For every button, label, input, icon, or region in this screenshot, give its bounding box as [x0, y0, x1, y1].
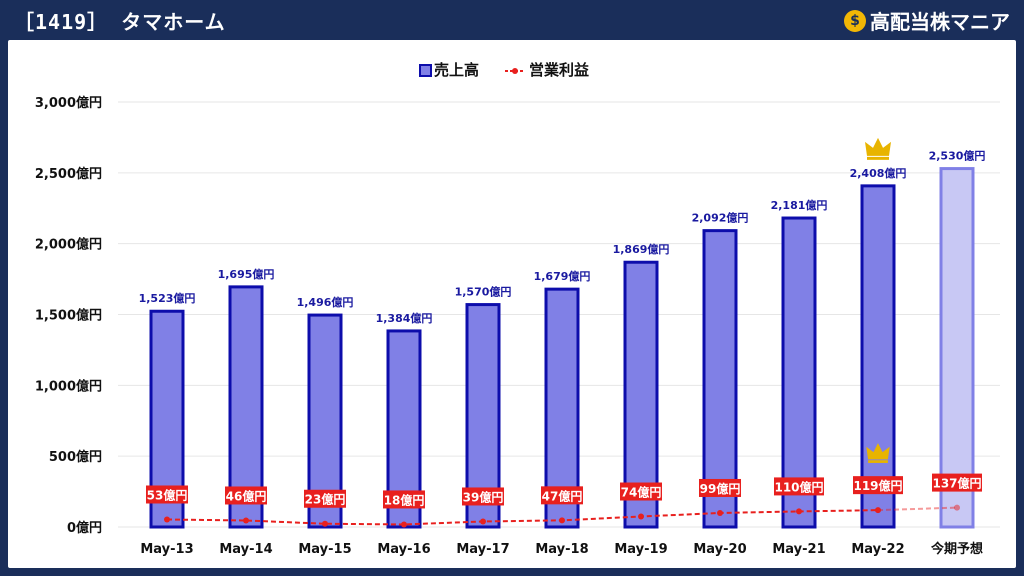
bar-value-label: 1,679億円 [534, 269, 591, 283]
line-value-label: 39億円 [463, 489, 504, 504]
line-label-box [541, 486, 583, 505]
bar-value-label: 2,181億円 [771, 198, 828, 212]
y-tick-label: 1,000億円 [35, 378, 102, 394]
line-label-box [304, 489, 346, 508]
bar [939, 167, 975, 529]
x-tick-label: May-20 [693, 542, 746, 557]
line-label-box [699, 478, 741, 497]
x-tick-label: May-16 [377, 542, 430, 557]
line-point [480, 518, 486, 525]
crown-icon-base [867, 156, 889, 160]
bar-value-label: 1,523億円 [139, 291, 196, 305]
line-value-label: 74億円 [621, 485, 662, 500]
line-label-box [774, 477, 824, 496]
bar [781, 216, 817, 529]
brand: $ 高配当株マニア [844, 6, 1010, 35]
line-point [164, 516, 170, 523]
line-point [322, 520, 328, 527]
line-label-box [225, 486, 267, 505]
bar-value-label: 1,695億円 [218, 267, 275, 281]
y-tick-label: 3,000億円 [35, 95, 102, 111]
y-tick-label: 0億円 [67, 520, 102, 536]
page-title: ［1419］ タマホーム [14, 10, 226, 34]
operating-profit-line [166, 509, 879, 526]
operating-profit-forecast-segment [877, 506, 958, 512]
line-point [243, 517, 249, 524]
line-label-box [146, 485, 188, 504]
crown-icon [865, 137, 891, 156]
bar-value-label: 2,530億円 [929, 149, 986, 163]
x-tick-label: May-17 [456, 542, 509, 557]
bar-value-label: 1,496億円 [297, 295, 354, 309]
line-point [796, 508, 802, 515]
line-point [954, 504, 960, 511]
x-tick-label: 今期予想 [930, 541, 983, 557]
x-tick-label: May-22 [851, 542, 904, 557]
line-label-box [620, 482, 662, 501]
line-label-box [853, 476, 903, 495]
line-point [638, 513, 644, 520]
bar [702, 229, 738, 529]
line-value-label: 23億円 [305, 492, 346, 507]
x-tick-label: May-14 [219, 542, 272, 557]
line-value-label: 119億円 [853, 478, 902, 493]
line-value-label: 46億円 [226, 488, 267, 503]
line-point [559, 517, 565, 524]
bar-value-label: 1,570億円 [455, 285, 512, 299]
line-point [401, 521, 407, 528]
legend-bar-label: 売上高 [434, 61, 479, 79]
money-bag-icon: $ [844, 9, 866, 32]
crown-icon [866, 443, 890, 460]
y-tick-label: 2,000億円 [35, 237, 102, 253]
legend-bar-swatch [419, 64, 432, 77]
legend-line-marker [512, 68, 518, 74]
bar-value-label: 2,408億円 [850, 166, 907, 180]
bar [860, 184, 896, 529]
line-value-label: 18億円 [384, 492, 425, 507]
line-value-label: 53億円 [147, 487, 188, 502]
line-value-label: 99億円 [700, 481, 741, 496]
crown-icon-base [868, 460, 888, 463]
x-tick-label: May-21 [772, 542, 825, 557]
brand-label: 高配当株マニア [870, 10, 1010, 34]
line-label-box [383, 490, 425, 509]
x-tick-label: May-13 [140, 542, 193, 557]
legend-line-label: 営業利益 [529, 61, 589, 79]
bar-value-label: 2,092億円 [692, 211, 749, 225]
y-tick-label: 1,500億円 [35, 308, 102, 324]
line-label-box [462, 487, 504, 506]
line-value-label: 47億円 [542, 488, 583, 503]
x-tick-label: May-19 [614, 542, 667, 557]
line-value-label: 110億円 [774, 479, 823, 494]
line-value-label: 137億円 [932, 476, 981, 491]
line-point [875, 507, 881, 514]
line-label-box [932, 473, 982, 492]
bar-value-label: 1,869億円 [613, 242, 670, 256]
x-tick-label: May-15 [298, 542, 351, 557]
x-tick-label: May-18 [535, 542, 588, 557]
line-point [717, 509, 723, 516]
y-tick-label: 500億円 [49, 449, 102, 465]
bar-value-label: 1,384億円 [376, 311, 433, 325]
y-tick-label: 2,500億円 [35, 166, 102, 182]
